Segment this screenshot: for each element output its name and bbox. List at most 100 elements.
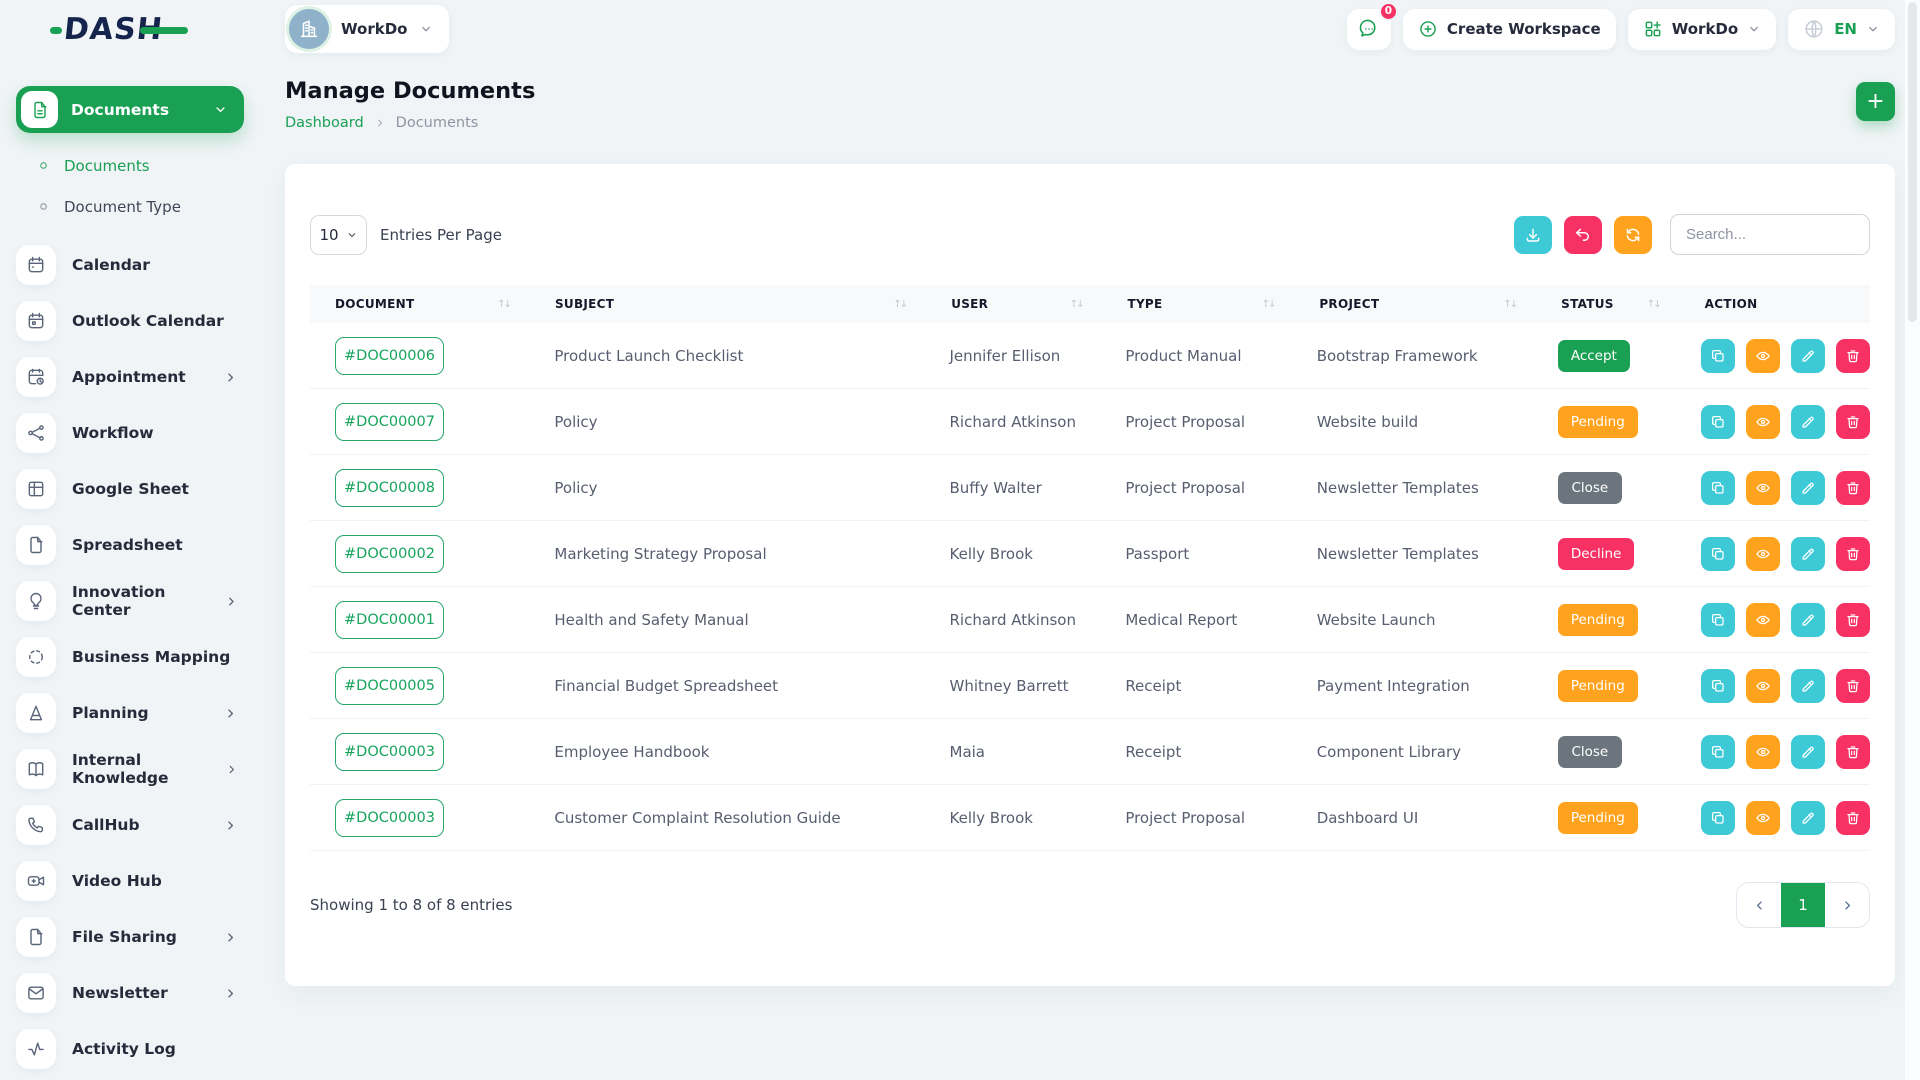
column-header-subject[interactable]: SUBJECT ↑↓ <box>554 297 908 311</box>
edit-button[interactable] <box>1791 734 1825 769</box>
scrollbar-thumb[interactable] <box>1908 2 1917 322</box>
documents-table: DOCUMENT ↑↓ SUBJECT ↑↓ USER ↑↓ TYPE ↑↓ PROJECT ↑↓… <box>310 285 1870 851</box>
sidebar-item-calendar[interactable]: Calendar <box>0 237 260 293</box>
copy-button[interactable] <box>1701 800 1735 835</box>
document-id-badge[interactable]: #DOC00001 <box>335 600 444 639</box>
type-cell: Product Manual <box>1125 346 1242 365</box>
undo-button[interactable] <box>1564 215 1602 254</box>
copy-button[interactable] <box>1701 536 1735 571</box>
sidebar-item-business-mapping[interactable]: Business Mapping <box>0 629 260 685</box>
copy-icon <box>1710 546 1726 562</box>
edit-button[interactable] <box>1791 338 1825 373</box>
sidebar-item-video-hub[interactable]: Video Hub <box>0 853 260 909</box>
delete-button[interactable] <box>1836 668 1870 703</box>
edit-button[interactable] <box>1791 668 1825 703</box>
delete-button[interactable] <box>1836 404 1870 439</box>
sidebar-item-spreadsheet[interactable]: Spreadsheet <box>0 517 260 573</box>
eye-button[interactable] <box>1746 800 1780 835</box>
refresh-button[interactable] <box>1614 215 1652 254</box>
edit-icon <box>1800 480 1816 496</box>
document-id-badge[interactable]: #DOC00005 <box>335 666 444 705</box>
document-id-badge[interactable]: #DOC00007 <box>335 402 444 441</box>
delete-button[interactable] <box>1836 602 1870 637</box>
sidebar-item-workflow[interactable]: Workflow <box>0 405 260 461</box>
document-id-badge[interactable]: #DOC00008 <box>335 468 444 507</box>
delete-button[interactable] <box>1836 470 1870 505</box>
document-id-badge[interactable]: #DOC00002 <box>335 534 444 573</box>
sidebar-item-appointment[interactable]: Appointment <box>0 349 260 405</box>
delete-button[interactable] <box>1836 338 1870 373</box>
subject-cell: Employee Handbook <box>554 742 710 761</box>
eye-button[interactable] <box>1746 536 1780 571</box>
delete-button[interactable] <box>1836 800 1870 835</box>
undo-icon <box>1574 226 1592 244</box>
workspace-selector[interactable]: WorkDo <box>285 5 450 53</box>
project-cell: Website Launch <box>1316 610 1436 629</box>
delete-icon <box>1845 480 1861 496</box>
create-workspace-button[interactable]: Create Workspace <box>1402 8 1616 50</box>
document-id-badge[interactable]: #DOC00003 <box>335 798 444 837</box>
sidebar-item-outlook-calendar[interactable]: Outlook Calendar <box>0 293 260 349</box>
eye-button[interactable] <box>1746 470 1780 505</box>
pyramid-icon <box>16 693 56 733</box>
sidebar-item-file-sharing[interactable]: File Sharing <box>0 909 260 965</box>
download-button[interactable] <box>1514 215 1552 254</box>
column-header-type[interactable]: TYPE ↑↓ <box>1127 297 1276 311</box>
sidebar-item-google-sheet[interactable]: Google Sheet <box>0 461 260 517</box>
sidebar-item-newsletter[interactable]: Newsletter <box>0 965 260 1021</box>
breadcrumb-current: Documents <box>395 115 479 131</box>
copy-button[interactable] <box>1701 668 1735 703</box>
copy-button[interactable] <box>1701 734 1735 769</box>
breadcrumb-dashboard-link[interactable]: Dashboard <box>285 115 364 131</box>
sidebar-group-documents[interactable]: Documents <box>16 86 244 133</box>
edit-button[interactable] <box>1791 470 1825 505</box>
column-header-project[interactable]: PROJECT ↑↓ <box>1319 297 1518 311</box>
sidebar: DASH Documents Documents Document Type Ca… <box>0 0 260 1080</box>
messages-button[interactable]: 0 <box>1346 1 1398 50</box>
current-page[interactable]: 1 <box>1781 883 1825 927</box>
edit-button[interactable] <box>1791 800 1825 835</box>
search-input[interactable] <box>1670 214 1870 255</box>
brand-logo[interactable]: DASH <box>0 0 260 58</box>
prev-page-button[interactable] <box>1737 883 1781 927</box>
eye-button[interactable] <box>1746 602 1780 637</box>
column-header-user[interactable]: USER ↑↓ <box>951 297 1084 311</box>
eye-button[interactable] <box>1746 734 1780 769</box>
delete-button[interactable] <box>1836 734 1870 769</box>
sidebar-subitem-documents[interactable]: Documents <box>38 145 260 186</box>
copy-button[interactable] <box>1701 470 1735 505</box>
sidebar-item-activity-log[interactable]: Activity Log <box>0 1021 260 1077</box>
copy-button[interactable] <box>1701 338 1735 373</box>
sort-icon: ↑↓ <box>497 298 512 310</box>
document-id-badge[interactable]: #DOC00006 <box>335 336 444 375</box>
scrollbar[interactable] <box>1905 0 1920 1080</box>
sidebar-subitem-document-type[interactable]: Document Type <box>38 186 260 227</box>
sidebar-item-callhub[interactable]: CallHub <box>0 797 260 853</box>
eye-icon <box>1755 612 1771 628</box>
edit-button[interactable] <box>1791 536 1825 571</box>
delete-icon <box>1845 348 1861 364</box>
sidebar-item-planning[interactable]: Planning <box>0 685 260 741</box>
eye-button[interactable] <box>1746 404 1780 439</box>
sidebar-item-internal-knowledge[interactable]: Internal Knowledge <box>0 741 260 797</box>
delete-button[interactable] <box>1836 536 1870 571</box>
copy-button[interactable] <box>1701 602 1735 637</box>
add-document-button[interactable]: + <box>1856 82 1895 121</box>
document-id-badge[interactable]: #DOC00003 <box>335 732 444 771</box>
edit-button[interactable] <box>1791 404 1825 439</box>
language-selector[interactable]: EN <box>1788 8 1895 50</box>
column-header-status[interactable]: STATUS ↑↓ <box>1561 297 1661 311</box>
sidebar-subnav: Documents Document Type <box>38 145 260 227</box>
edit-button[interactable] <box>1791 602 1825 637</box>
table-row: #DOC00003 Customer Complaint Resolution … <box>310 785 1870 851</box>
eye-button[interactable] <box>1746 668 1780 703</box>
delete-icon <box>1845 744 1861 760</box>
copy-button[interactable] <box>1701 404 1735 439</box>
entries-per-page-select[interactable]: 10 <box>310 214 367 255</box>
eye-icon <box>1755 810 1771 826</box>
sidebar-item-innovation-center[interactable]: Innovation Center <box>0 573 260 629</box>
next-page-button[interactable] <box>1825 883 1869 927</box>
column-header-document[interactable]: DOCUMENT ↑↓ <box>335 297 512 311</box>
eye-button[interactable] <box>1746 338 1780 373</box>
workdo-menu[interactable]: WorkDo <box>1627 8 1777 50</box>
